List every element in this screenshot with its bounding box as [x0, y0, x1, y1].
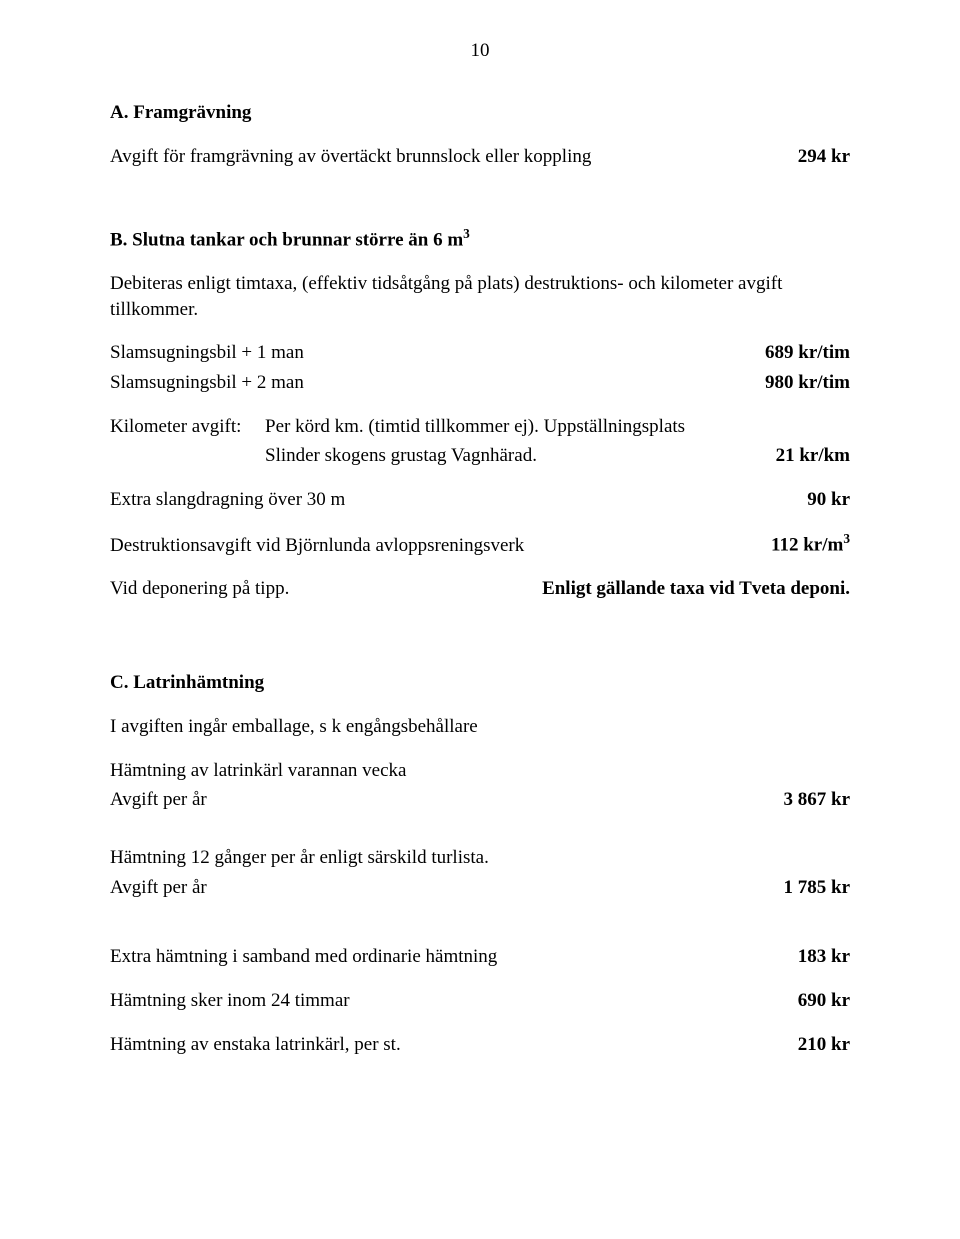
section-b-heading: B. Slutna tankar och brunnar större än 6…: [110, 226, 850, 251]
section-b-bil2-value: 980 kr/tim: [765, 370, 850, 396]
section-b-extra-label: Extra slangdragning över 30 m: [110, 487, 807, 513]
section-b-km-line1: Per körd km. (timtid tillkommer ej). Upp…: [265, 414, 850, 440]
section-c-intro: I avgiften ingår emballage, s k engångsb…: [110, 714, 850, 740]
section-b-intro: Debiteras enligt timtaxa, (effektiv tids…: [110, 271, 850, 322]
section-c-h1-row: Avgift per år 3 867 kr: [110, 787, 850, 813]
section-c-h1-sub-label: Avgift per år: [110, 787, 784, 813]
section-c-h2-row: Avgift per år 1 785 kr: [110, 875, 850, 901]
section-b-destr-value-prefix: 112 kr/m: [771, 535, 843, 556]
blank: [110, 443, 265, 469]
section-b-dep: Vid deponering på tipp. Enligt gällande …: [110, 576, 850, 602]
section-b-heading-sup: 3: [463, 226, 470, 241]
section-b-destr: Destruktionsavgift vid Björnlunda avlopp…: [110, 530, 850, 558]
section-c-h1-label: Hämtning av latrinkärl varannan vecka: [110, 758, 850, 784]
section-c-h2-value: 1 785 kr: [784, 875, 851, 901]
section-b-destr-value-sup: 3: [843, 531, 850, 546]
section-c-e2-label: Hämtning sker inom 24 timmar: [110, 988, 798, 1014]
section-b-dep-value: Enligt gällande taxa vid Tveta deponi.: [542, 576, 850, 602]
section-b-bil1: Slamsugningsbil + 1 man 689 kr/tim: [110, 340, 850, 366]
document-page: 10 A. Framgrävning Avgift för framgrävni…: [0, 0, 960, 1239]
section-c-h2-sub-label: Avgift per år: [110, 875, 784, 901]
section-a-line1: Avgift för framgrävning av övertäckt bru…: [110, 144, 850, 170]
section-b-km-line2: Slinder skogens grustag Vagnhärad.: [265, 443, 776, 469]
section-b-extra-value: 90 kr: [807, 487, 850, 513]
section-c-heading: C. Latrinhämtning: [110, 672, 850, 694]
section-b-km-value: 21 kr/km: [776, 443, 850, 469]
section-b-bil2-label: Slamsugningsbil + 2 man: [110, 370, 765, 396]
section-c-e1-value: 183 kr: [798, 944, 850, 970]
section-c-h1-value: 3 867 kr: [784, 787, 851, 813]
section-c-h2-label: Hämtning 12 gånger per år enligt särskil…: [110, 845, 850, 871]
section-b-km-row2: Slinder skogens grustag Vagnhärad. 21 kr…: [110, 443, 850, 469]
section-b-bil1-value: 689 kr/tim: [765, 340, 850, 366]
section-b-km-colA: Kilometer avgift:: [110, 414, 265, 440]
section-c-e3-label: Hämtning av enstaka latrinkärl, per st.: [110, 1032, 798, 1058]
section-b-destr-label: Destruktionsavgift vid Björnlunda avlopp…: [110, 533, 771, 559]
section-c-e3-value: 210 kr: [798, 1032, 850, 1058]
section-b-destr-value: 112 kr/m3: [771, 530, 850, 558]
section-c-e2-value: 690 kr: [798, 988, 850, 1014]
section-c-e1-label: Extra hämtning i samband med ordinarie h…: [110, 944, 798, 970]
section-b-bil1-label: Slamsugningsbil + 1 man: [110, 340, 765, 366]
page-number: 10: [110, 40, 850, 62]
section-c-e2: Hämtning sker inom 24 timmar 690 kr: [110, 988, 850, 1014]
section-c-e1: Extra hämtning i samband med ordinarie h…: [110, 944, 850, 970]
section-b-bil2: Slamsugningsbil + 2 man 980 kr/tim: [110, 370, 850, 396]
section-b-km-row1: Kilometer avgift: Per körd km. (timtid t…: [110, 414, 850, 440]
section-b-dep-label: Vid deponering på tipp.: [110, 576, 542, 602]
section-a-heading: A. Framgrävning: [110, 102, 850, 124]
section-b-heading-text: B. Slutna tankar och brunnar större än 6…: [110, 229, 463, 250]
section-b-extra: Extra slangdragning över 30 m 90 kr: [110, 487, 850, 513]
section-a-line1-value: 294 kr: [798, 144, 850, 170]
section-c-e3: Hämtning av enstaka latrinkärl, per st. …: [110, 1032, 850, 1058]
section-a-line1-label: Avgift för framgrävning av övertäckt bru…: [110, 144, 798, 170]
